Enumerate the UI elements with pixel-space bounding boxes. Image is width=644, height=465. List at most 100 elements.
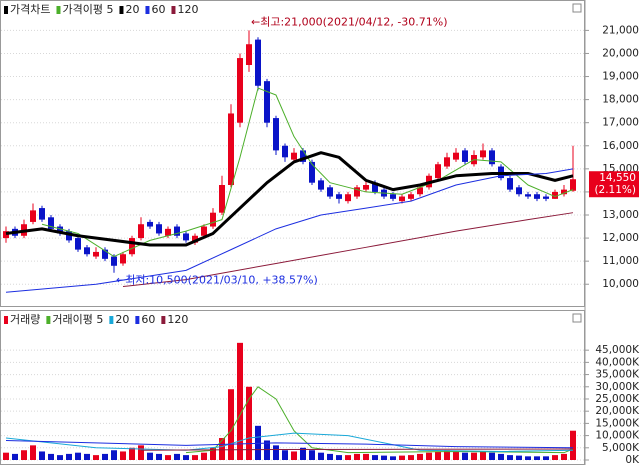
volume-bar (345, 455, 351, 460)
candle-body (453, 152, 459, 160)
candle-body (291, 152, 297, 160)
panel-button[interactable] (572, 313, 582, 323)
y-tick-label: 30,000K (595, 381, 640, 393)
moving-average-line (5, 439, 574, 449)
volume-bar (471, 452, 477, 460)
volume-bar (138, 445, 144, 460)
candle-body (129, 238, 135, 255)
volume-bar (291, 451, 297, 460)
candle-body (75, 238, 81, 250)
volume-bar (327, 453, 333, 460)
current-price-label: 14,550 (599, 172, 636, 184)
volume-bar (273, 445, 279, 460)
legend-swatch (119, 6, 124, 14)
current-price-change: (2.11%) (594, 184, 636, 196)
legend-swatch (46, 316, 51, 324)
volume-bar (552, 455, 558, 460)
moving-average-line (5, 432, 574, 452)
candle-body (534, 194, 540, 199)
volume-bar (480, 451, 486, 460)
panel-button[interactable] (572, 3, 582, 13)
volume-bar (354, 453, 360, 460)
candle-body (39, 208, 45, 220)
volume-bar (219, 438, 225, 460)
volume-bar (453, 451, 459, 460)
legend-label: 가격이평 5 (62, 3, 113, 16)
volume-bar (129, 447, 135, 460)
moving-average-line (41, 87, 574, 258)
candle-body (417, 187, 423, 195)
volume-bar (390, 456, 396, 460)
candle-body (336, 194, 342, 199)
candle-body (210, 212, 216, 227)
legend-label: 거래이평 5 (52, 313, 103, 326)
volume-bar (165, 455, 171, 460)
volume-bar (21, 450, 27, 460)
volume-bar (3, 452, 9, 460)
candle-body (372, 182, 378, 192)
candle-body (201, 226, 207, 236)
moving-average-line (140, 448, 574, 451)
legend-swatch (161, 316, 166, 324)
y-tick-label: 45,000K (595, 344, 640, 356)
candle-body (363, 185, 369, 190)
volume-bar (363, 453, 369, 460)
candle-body (3, 231, 9, 239)
moving-average-line (5, 168, 574, 293)
legend-label: 60 (141, 313, 155, 326)
legend-swatch (56, 6, 61, 14)
y-tick-label: 15,000K (595, 417, 640, 429)
legend-swatch (171, 6, 176, 14)
candle-body (543, 196, 549, 199)
candle-body (399, 196, 405, 202)
volume-bar (534, 456, 540, 460)
candle-body (156, 224, 162, 234)
candle-body (408, 194, 414, 199)
y-tick-label: 5,000K (602, 442, 640, 454)
candle-body (561, 189, 567, 195)
volume-bar (111, 450, 117, 460)
volume-bar (264, 440, 270, 460)
volume-bar (102, 453, 108, 460)
volume-bar (516, 455, 522, 460)
volume-bar (489, 452, 495, 460)
volume-bar (435, 451, 441, 460)
candle-body (48, 217, 54, 229)
volume-bar (93, 455, 99, 460)
candle-body (93, 251, 99, 257)
candle-body (444, 157, 450, 167)
candle-body (282, 145, 288, 158)
y-tick-label: 25,000K (595, 393, 640, 405)
candle-body (255, 39, 261, 86)
volume-bar (12, 453, 18, 460)
volume-bar (75, 452, 81, 460)
candle-body (165, 228, 171, 236)
candle-body (219, 185, 225, 213)
volume-bar (192, 455, 198, 460)
candle-body (552, 191, 558, 199)
y-tick-label: 21,000 (602, 24, 639, 36)
candle-body (570, 179, 576, 191)
current-price-box (589, 171, 639, 198)
candle-body (174, 226, 180, 236)
volume-bar (156, 453, 162, 460)
legend-swatch (145, 6, 150, 14)
candle-body (300, 150, 306, 162)
y-tick-label: 11,000 (602, 255, 639, 267)
y-tick-label: 10,000K (595, 430, 640, 442)
candle-body (354, 187, 360, 197)
y-tick-label: 20,000 (602, 47, 639, 59)
y-tick-label: 13,000 (602, 209, 639, 221)
volume-bar (66, 453, 72, 460)
legend-swatch (4, 6, 8, 14)
y-tick-label: 18,000 (602, 94, 639, 106)
volume-bar (399, 455, 405, 460)
volume-bar (48, 453, 54, 460)
candle-body (228, 113, 234, 185)
candle-body (120, 254, 126, 264)
y-tick-label: 12,000 (602, 232, 639, 244)
volume-bar (561, 453, 567, 460)
candle-body (435, 164, 441, 179)
